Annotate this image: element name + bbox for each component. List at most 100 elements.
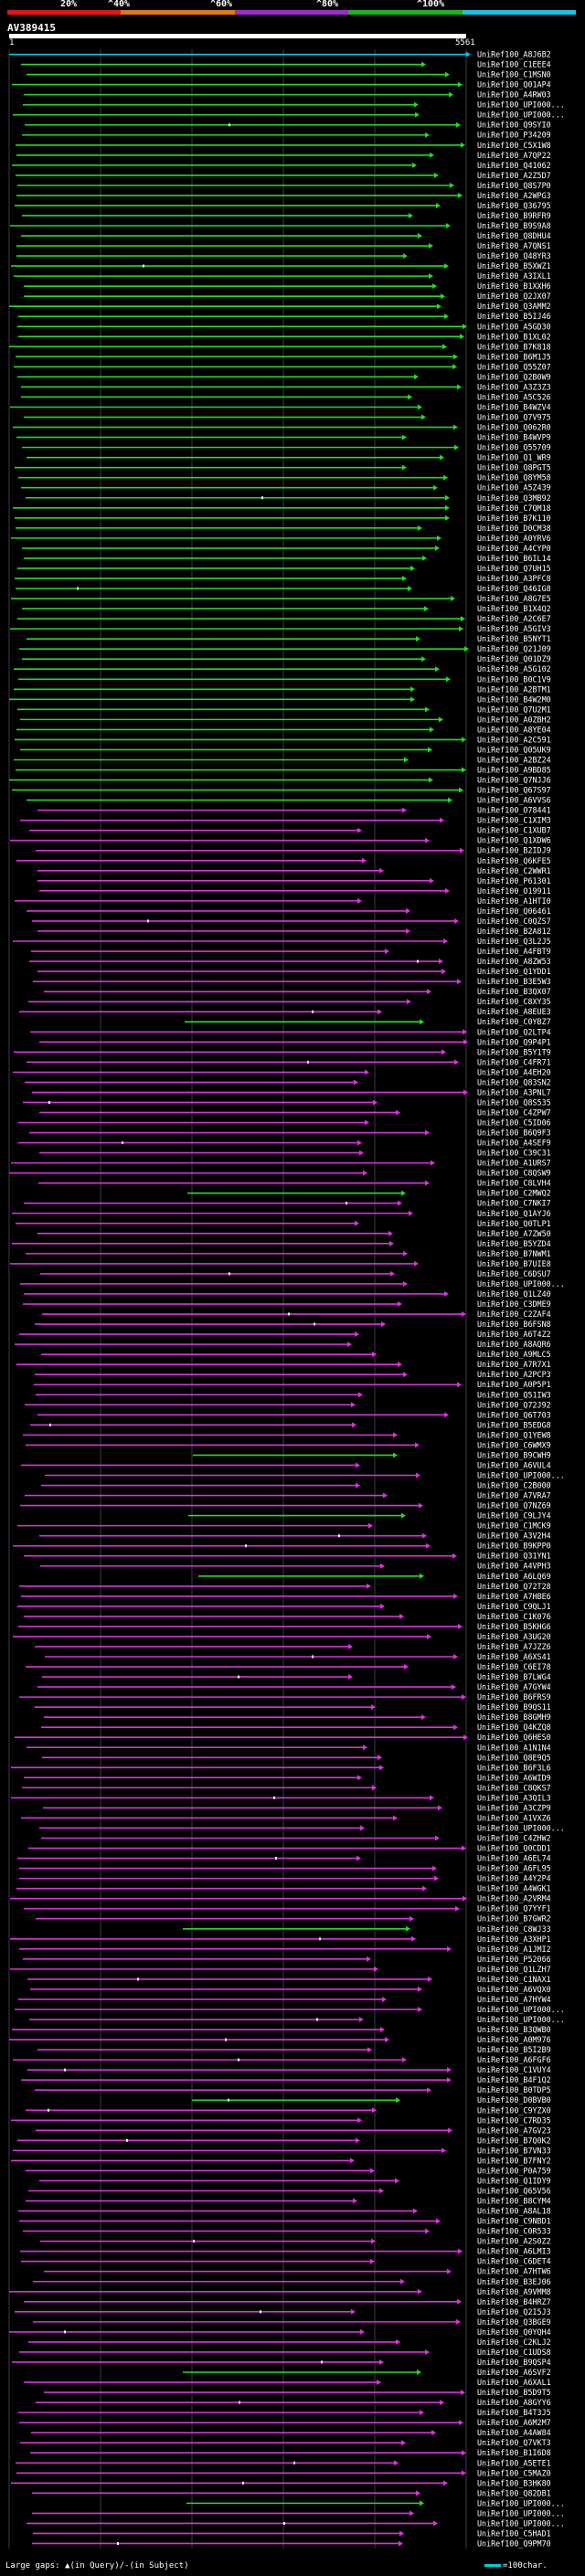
- hit-label[interactable]: UniRef100_C1VUY4: [477, 2065, 551, 2074]
- hit-label[interactable]: UniRef100_UPI000...: [477, 1470, 565, 1479]
- hit-label[interactable]: UniRef100_Q4KZQ8: [477, 1723, 551, 1732]
- hit-label[interactable]: UniRef100_Q31YN1: [477, 1552, 551, 1561]
- hit-label[interactable]: UniRef100_Q062R0: [477, 423, 551, 432]
- hit-label[interactable]: UniRef100_A5GD30: [477, 322, 551, 331]
- hit-label[interactable]: UniRef100_B5D9T5: [477, 2388, 551, 2397]
- hit-label[interactable]: UniRef100_Q1_WR9: [477, 453, 551, 462]
- hit-label[interactable]: UniRef100_C1NAX1: [477, 1975, 551, 1984]
- hit-label[interactable]: UniRef100_P61301: [477, 876, 551, 885]
- hit-label[interactable]: UniRef100_C0YBZ7: [477, 1017, 551, 1026]
- hit-label[interactable]: UniRef100_Q3MB92: [477, 493, 551, 503]
- hit-label[interactable]: UniRef100_A4CYP0: [477, 544, 551, 553]
- hit-label[interactable]: UniRef100_A2WPG3: [477, 191, 551, 200]
- hit-label[interactable]: UniRef100_A6T4Z2: [477, 1330, 551, 1339]
- hit-label[interactable]: UniRef100_A8EUE3: [477, 1007, 551, 1016]
- hit-label[interactable]: UniRef100_A4FBT9: [477, 947, 551, 956]
- hit-label[interactable]: UniRef100_Q55Z07: [477, 362, 551, 371]
- hit-label[interactable]: UniRef100_A3XHP1: [477, 1935, 551, 1944]
- hit-label[interactable]: UniRef100_A6XS41: [477, 1652, 551, 1661]
- hit-label[interactable]: UniRef100_A9BD85: [477, 766, 551, 775]
- hit-label[interactable]: UniRef100_Q65V56: [477, 2186, 551, 2195]
- hit-label[interactable]: UniRef100_Q8YM58: [477, 473, 551, 482]
- hit-label[interactable]: UniRef100_B4W2M0: [477, 694, 551, 704]
- hit-label[interactable]: UniRef100_A5Z439: [477, 483, 551, 493]
- hit-label[interactable]: UniRef100_O78441: [477, 806, 551, 815]
- hit-label[interactable]: UniRef100_C0QZS7: [477, 917, 551, 926]
- hit-label[interactable]: UniRef100_Q2I5J3: [477, 2307, 551, 2316]
- hit-label[interactable]: UniRef100_B9CWH9: [477, 1450, 551, 1459]
- hit-label[interactable]: UniRef100_C39C31: [477, 1149, 551, 1158]
- hit-label[interactable]: UniRef100_Q0TLP1: [477, 1219, 551, 1228]
- hit-label[interactable]: UniRef100_A9VMM8: [477, 2287, 551, 2296]
- hit-label[interactable]: UniRef100_A4WGK1: [477, 1884, 551, 1893]
- hit-label[interactable]: UniRef100_A6LMI3: [477, 2247, 551, 2256]
- hit-label[interactable]: UniRef100_C2B000: [477, 1481, 551, 1490]
- hit-label[interactable]: UniRef100_A5G102: [477, 664, 551, 673]
- hit-label[interactable]: UniRef100_C4FR71: [477, 1057, 551, 1066]
- hit-label[interactable]: UniRef100_Q1YDD1: [477, 967, 551, 976]
- hit-label[interactable]: UniRef100_C2MWQ2: [477, 1189, 551, 1198]
- hit-label[interactable]: UniRef100_B3HK80: [477, 2478, 551, 2487]
- hit-label[interactable]: UniRef100_Q51IW3: [477, 1390, 551, 1399]
- hit-label[interactable]: UniRef100_C1MCK9: [477, 1521, 551, 1531]
- hit-label[interactable]: UniRef100_A1HTI0: [477, 896, 551, 906]
- hit-label[interactable]: UniRef100_Q1XDW6: [477, 836, 551, 845]
- hit-label[interactable]: UniRef100_D0CM38: [477, 524, 551, 533]
- hit-label[interactable]: UniRef100_C5X1W8: [477, 141, 551, 150]
- hit-label[interactable]: UniRef100_B9QSP4: [477, 2358, 551, 2367]
- hit-label[interactable]: UniRef100_A7VRA7: [477, 1491, 551, 1500]
- hit-label[interactable]: UniRef100_Q06461: [477, 906, 551, 916]
- hit-label[interactable]: UniRef100_C1UDS8: [477, 2348, 551, 2357]
- hit-label[interactable]: UniRef100_B7NWM1: [477, 1249, 551, 1258]
- hit-label[interactable]: UniRef100_B1XXH6: [477, 281, 551, 291]
- hit-label[interactable]: UniRef100_A3QIL3: [477, 1793, 551, 1802]
- hit-label[interactable]: UniRef100_A7GV23: [477, 2125, 551, 2135]
- hit-label[interactable]: UniRef100_B2A812: [477, 927, 551, 936]
- hit-label[interactable]: UniRef100_B5Y1T9: [477, 1047, 551, 1056]
- hit-label[interactable]: UniRef100_A8YE04: [477, 725, 551, 734]
- hit-label[interactable]: UniRef100_B6FRS9: [477, 1692, 551, 1701]
- hit-label[interactable]: UniRef100_A4AW84: [477, 2428, 551, 2437]
- hit-label[interactable]: UniRef100_A8G7E5: [477, 594, 551, 603]
- hit-label[interactable]: UniRef100_B7K110: [477, 514, 551, 523]
- hit-label[interactable]: UniRef100_B1I6D8: [477, 2448, 551, 2457]
- hit-label[interactable]: UniRef100_A4SEF9: [477, 1139, 551, 1148]
- hit-label[interactable]: UniRef100_Q0CDD1: [477, 1844, 551, 1853]
- hit-label[interactable]: UniRef100_A2C6E7: [477, 614, 551, 623]
- hit-label[interactable]: UniRef100_A4Y2P4: [477, 1874, 551, 1883]
- hit-label[interactable]: UniRef100_C5ID06: [477, 1118, 551, 1128]
- hit-label[interactable]: UniRef100_C8QKS7: [477, 1783, 551, 1792]
- hit-label[interactable]: UniRef100_A2BZ24: [477, 755, 551, 764]
- hit-label[interactable]: UniRef100_B3QWB0: [477, 2025, 551, 2034]
- hit-label[interactable]: UniRef100_B9KPP0: [477, 1542, 551, 1551]
- hit-label[interactable]: UniRef100_C9NBD1: [477, 2217, 551, 2226]
- hit-label[interactable]: UniRef100_Q7V975: [477, 413, 551, 422]
- hit-label[interactable]: UniRef100_B4WZV4: [477, 403, 551, 412]
- hit-label[interactable]: UniRef100_A3Z3Z3: [477, 382, 551, 391]
- hit-label[interactable]: UniRef100_Q1AYJ6: [477, 1209, 551, 1218]
- hit-label[interactable]: UniRef100_B5KHG6: [477, 1622, 551, 1631]
- hit-label[interactable]: UniRef100_B7GWR2: [477, 1914, 551, 1924]
- hit-label[interactable]: UniRef100_C4ZHW2: [477, 1834, 551, 1843]
- hit-label[interactable]: UniRef100_C1XUB7: [477, 826, 551, 835]
- hit-label[interactable]: UniRef100_Q6HES0: [477, 1733, 551, 1742]
- hit-label[interactable]: UniRef100_A7ZW50: [477, 1229, 551, 1238]
- hit-label[interactable]: UniRef100_Q6T703: [477, 1410, 551, 1419]
- hit-label[interactable]: UniRef100_B5I2B9: [477, 2045, 551, 2054]
- hit-label[interactable]: UniRef100_A0YRV6: [477, 534, 551, 543]
- hit-label[interactable]: UniRef100_C3DME9: [477, 1299, 551, 1309]
- hit-label[interactable]: UniRef100_B6M1J5: [477, 352, 551, 361]
- hit-label[interactable]: UniRef100_A7HTW6: [477, 2267, 551, 2276]
- hit-label[interactable]: UniRef100_C0R533: [477, 2227, 551, 2236]
- hit-label[interactable]: UniRef100_A5C526: [477, 392, 551, 401]
- hit-label[interactable]: UniRef100_A4RW03: [477, 90, 551, 100]
- hit-label[interactable]: UniRef100_A6M2M7: [477, 2418, 551, 2427]
- hit-label[interactable]: UniRef100_Q9SYI0: [477, 121, 551, 130]
- hit-label[interactable]: UniRef100_A8GYY6: [477, 2398, 551, 2407]
- hit-label[interactable]: UniRef100_Q72T28: [477, 1582, 551, 1591]
- hit-label[interactable]: UniRef100_UPI000...: [477, 101, 565, 110]
- hit-label[interactable]: UniRef100_A0M976: [477, 2035, 551, 2044]
- hit-label[interactable]: UniRef100_C9YZX0: [477, 2105, 551, 2115]
- hit-label[interactable]: UniRef100_A3UG20: [477, 1632, 551, 1641]
- hit-label[interactable]: UniRef100_A7R7X1: [477, 1360, 551, 1369]
